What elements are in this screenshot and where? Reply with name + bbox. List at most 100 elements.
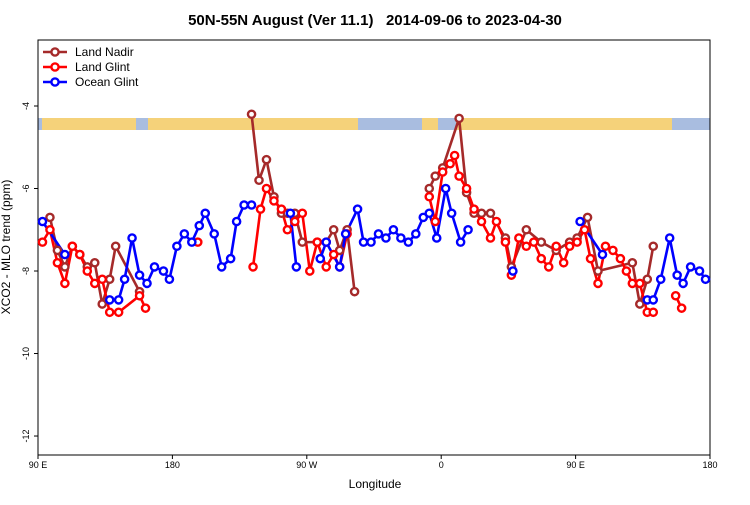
data-point	[627, 278, 638, 289]
data-point	[209, 229, 220, 239]
y-tick-label: -12	[21, 430, 31, 443]
data-point	[187, 237, 197, 247]
plot-frame	[37, 39, 711, 456]
data-point	[246, 200, 257, 210]
data-point	[648, 295, 659, 305]
data-point	[551, 241, 561, 252]
data-point	[655, 274, 666, 285]
ocean-patch	[136, 118, 148, 130]
data-point	[231, 216, 242, 227]
data-point	[134, 290, 145, 301]
data-point	[454, 113, 464, 124]
data-point	[700, 274, 711, 285]
data-point	[297, 237, 308, 247]
data-point	[572, 237, 582, 247]
data-point	[676, 303, 687, 313]
data-point	[119, 274, 130, 285]
legend-label: Land Glint	[75, 60, 130, 74]
map-strip	[38, 118, 710, 130]
data-point	[239, 200, 249, 210]
data-point	[381, 233, 391, 243]
data-point	[254, 175, 264, 186]
data-point	[276, 204, 287, 214]
data-point	[297, 208, 308, 219]
data-point	[635, 299, 645, 309]
data-point	[642, 274, 653, 285]
data-point	[455, 237, 466, 247]
legend-label: Ocean Glint	[75, 75, 139, 89]
data-point	[500, 237, 511, 247]
data-point	[134, 270, 145, 280]
data-point	[255, 204, 266, 214]
data-point	[328, 224, 339, 235]
data-point	[194, 220, 205, 231]
data-point	[424, 183, 435, 194]
data-point	[461, 183, 472, 194]
data-point	[104, 295, 115, 305]
data-point	[463, 224, 473, 235]
data-point	[312, 237, 323, 247]
data-point	[52, 245, 63, 256]
data-point	[564, 241, 575, 252]
data-point	[430, 216, 441, 227]
data-point	[304, 266, 315, 276]
data-point	[454, 171, 464, 181]
data-point	[536, 253, 547, 264]
data-point	[104, 274, 115, 285]
data-point	[485, 233, 496, 243]
data-point	[113, 295, 124, 305]
data-point	[558, 257, 569, 268]
y-tick-label: -6	[21, 185, 31, 193]
data-point	[158, 266, 169, 276]
data-point	[388, 224, 399, 235]
data-point	[225, 253, 236, 264]
data-point	[445, 158, 455, 169]
data-point	[104, 307, 115, 318]
data-point	[694, 266, 705, 276]
data-point	[37, 216, 48, 227]
chart-title: 50N-55N August (Ver 11.1) 2014-09-06 to …	[188, 12, 562, 29]
data-point	[396, 233, 406, 243]
data-point	[536, 237, 547, 247]
data-point	[60, 249, 70, 260]
data-point	[352, 204, 363, 214]
data-point	[89, 257, 100, 268]
data-point	[60, 278, 70, 289]
x-tick-label: 90 W	[296, 460, 318, 470]
legend-marker	[50, 77, 60, 87]
data-point	[579, 224, 590, 235]
data-point	[179, 229, 190, 239]
data-point	[45, 212, 55, 223]
data-point	[521, 241, 532, 252]
data-point	[164, 274, 175, 285]
data-point	[285, 208, 296, 219]
data-point	[246, 109, 257, 120]
data-point	[349, 286, 360, 297]
data-point	[621, 266, 632, 276]
data-point	[521, 224, 532, 235]
legend-marker	[50, 47, 60, 57]
data-point	[75, 249, 85, 260]
data-point	[45, 224, 55, 235]
data-point	[321, 237, 332, 247]
data-point	[627, 257, 638, 268]
data-point	[97, 299, 108, 309]
data-point	[82, 266, 93, 276]
data-point	[366, 237, 376, 247]
data-point	[440, 183, 451, 194]
x-tick-label: 180	[702, 460, 717, 470]
data-point	[110, 241, 121, 252]
data-point	[97, 274, 108, 285]
data-point	[424, 191, 435, 202]
x-axis-label: Longitude	[349, 477, 402, 491]
data-point	[469, 204, 479, 214]
data-point	[508, 266, 518, 276]
ocean-patch	[438, 118, 456, 130]
y-tick-label: -10	[21, 347, 31, 360]
data-point	[514, 233, 524, 243]
x-tick-label: 90 E	[566, 460, 585, 470]
data-point	[476, 208, 487, 219]
